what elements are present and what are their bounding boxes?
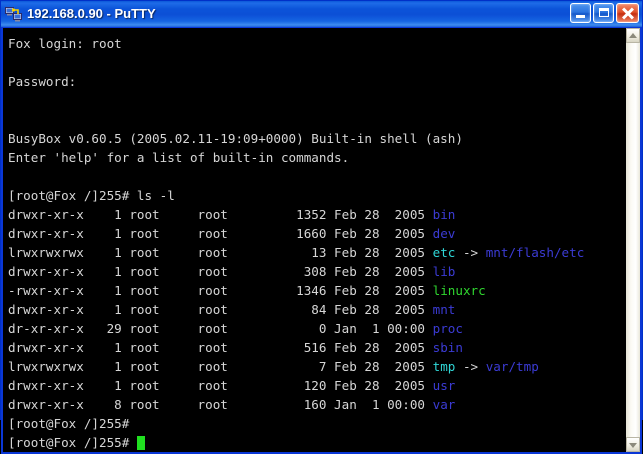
password-line: Password: [8, 72, 625, 91]
text-segment: lrwxrwxrwx 1 root root 13 Feb 28 2005 [8, 245, 433, 260]
text-segment: [root@Fox /]255# [8, 416, 130, 431]
row-tmp: lrwxrwxrwx 1 root root 7 Feb 28 2005 tmp… [8, 357, 625, 376]
close-button[interactable] [616, 3, 639, 23]
text-segment: drwxr-xr-x 1 root root 308 Feb 28 2005 [8, 264, 433, 279]
row-usr: drwxr-xr-x 1 root root 120 Feb 28 2005 u… [8, 376, 625, 395]
window-controls [570, 3, 639, 23]
text-segment: usr [432, 378, 456, 393]
text-segment: drwxr-xr-x 8 root root 160 Jan 1 00:00 [8, 397, 433, 412]
text-segment: BusyBox v0.60.5 (2005.02.11-19:09+0000) … [8, 131, 463, 146]
text-segment: [root@Fox /]255# [8, 435, 137, 450]
text-segment: mnt/flash/etc [485, 245, 585, 260]
row-proc: dr-xr-xr-x 29 root root 0 Jan 1 00:00 pr… [8, 319, 625, 338]
putty-icon [5, 5, 23, 23]
text-segment: etc [432, 245, 456, 260]
text-segment: lrwxrwxrwx 1 root root 7 Feb 28 2005 [8, 359, 433, 374]
terminal-scrollbar[interactable] [625, 28, 640, 452]
text-segment [8, 169, 16, 184]
text-segment: Password: [8, 74, 77, 89]
text-segment: mnt [432, 302, 456, 317]
blank-1 [8, 53, 625, 72]
row-etc: lrwxrwxrwx 1 root root 13 Feb 28 2005 et… [8, 243, 625, 262]
text-segment: drwxr-xr-x 1 root root 120 Feb 28 2005 [8, 378, 433, 393]
text-segment: var [432, 397, 456, 412]
scroll-up-button[interactable] [626, 28, 640, 43]
text-segment: -rwxr-xr-x 1 root root 1346 Feb 28 2005 [8, 283, 433, 298]
text-segment: -> [455, 359, 486, 374]
blank-2 [8, 91, 625, 110]
text-segment: drwxr-xr-x 1 root root 84 Feb 28 2005 [8, 302, 433, 317]
minimize-button[interactable] [570, 3, 591, 23]
row-mnt: drwxr-xr-x 1 root root 84 Feb 28 2005 mn… [8, 300, 625, 319]
terminal-output[interactable]: Fox login: root Password: BusyBox v0.60.… [3, 28, 625, 452]
maximize-icon [599, 8, 609, 17]
text-segment: drwxr-xr-x 1 root root 516 Feb 28 2005 [8, 340, 433, 355]
scroll-down-arrow-icon [629, 442, 637, 448]
text-segment [8, 55, 16, 70]
row-sbin: drwxr-xr-x 1 root root 516 Feb 28 2005 s… [8, 338, 625, 357]
text-segment: -> [455, 245, 486, 260]
text-segment: Enter 'help' for a list of built-in comm… [8, 150, 350, 165]
text-segment [8, 112, 16, 127]
row-bin: drwxr-xr-x 1 root root 1352 Feb 28 2005 … [8, 205, 625, 224]
scroll-up-arrow-icon [629, 32, 637, 38]
help-hint: Enter 'help' for a list of built-in comm… [8, 148, 625, 167]
window-client-area: Fox login: root Password: BusyBox v0.60.… [1, 27, 642, 454]
busybox-banner: BusyBox v0.60.5 (2005.02.11-19:09+0000) … [8, 129, 625, 148]
text-segment: Fox login: root [8, 36, 122, 51]
row-var: drwxr-xr-x 8 root root 160 Jan 1 00:00 v… [8, 395, 625, 414]
text-segment: dev [432, 226, 456, 241]
title-bar[interactable]: 192.168.0.90 - PuTTY [1, 1, 642, 27]
blank-4 [8, 167, 625, 186]
minimize-icon [576, 15, 585, 18]
text-segment: drwxr-xr-x 1 root root 1660 Feb 28 2005 [8, 226, 433, 241]
text-segment: sbin [432, 340, 463, 355]
text-segment: bin [432, 207, 456, 222]
text-segment: drwxr-xr-x 1 root root 1352 Feb 28 2005 [8, 207, 433, 222]
login-line: Fox login: root [8, 34, 625, 53]
prompt-active: [root@Fox /]255# [8, 433, 625, 452]
text-segment: var/tmp [485, 359, 539, 374]
prompt-idle: [root@Fox /]255# [8, 414, 625, 433]
text-segment: lib [432, 264, 456, 279]
text-segment: proc [432, 321, 463, 336]
row-dev: drwxr-xr-x 1 root root 1660 Feb 28 2005 … [8, 224, 625, 243]
row-lib: drwxr-xr-x 1 root root 308 Feb 28 2005 l… [8, 262, 625, 281]
text-segment: linuxrc [432, 283, 486, 298]
terminal-cursor [136, 436, 145, 450]
text-segment: [root@Fox /]255# ls -l [8, 188, 175, 203]
maximize-button[interactable] [593, 3, 614, 23]
text-segment: tmp [432, 359, 456, 374]
scroll-down-button[interactable] [626, 437, 640, 452]
row-linuxrc: -rwxr-xr-x 1 root root 1346 Feb 28 2005 … [8, 281, 625, 300]
scrollbar-track[interactable] [626, 43, 640, 437]
text-segment [8, 93, 16, 108]
text-segment: dr-xr-xr-x 29 root root 0 Jan 1 00:00 [8, 321, 433, 336]
blank-3 [8, 110, 625, 129]
window-title: 192.168.0.90 - PuTTY [27, 6, 156, 21]
prompt-ls: [root@Fox /]255# ls -l [8, 186, 625, 205]
